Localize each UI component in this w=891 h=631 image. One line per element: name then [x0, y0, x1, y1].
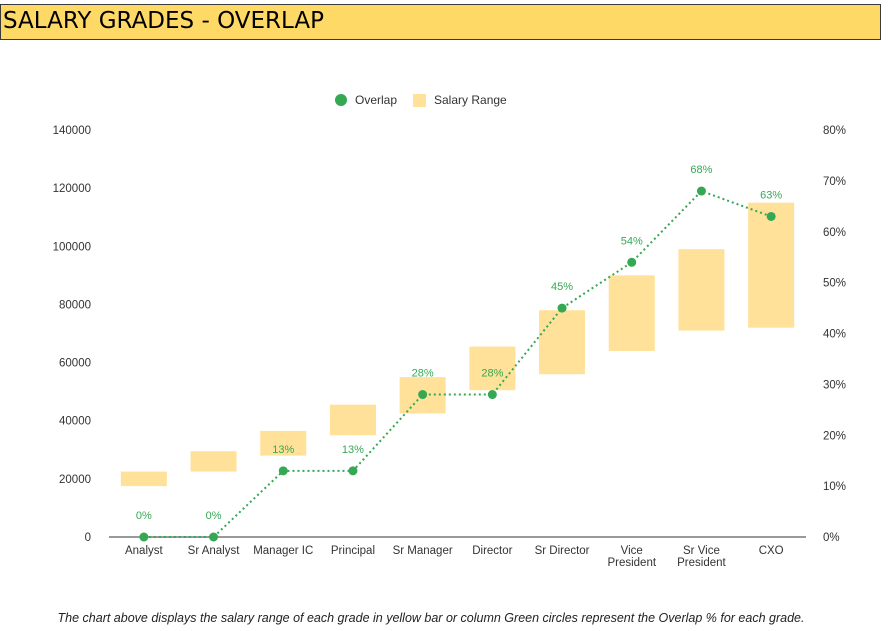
overlap-point: [209, 532, 219, 542]
right-axis-tick-label: 30%: [823, 379, 846, 391]
x-axis-labels: Analyst Sr Analyst Manager IC Principal Sr M…: [125, 545, 784, 569]
x-axis-tick-label: Sr Vice President: [677, 545, 726, 569]
left-axis-tick-label: 20000: [59, 474, 91, 486]
overlap-data-label: 63%: [760, 189, 782, 201]
right-axis-tick-label: 60%: [823, 227, 846, 239]
x-axis-tick-label: Manager IC: [253, 545, 313, 557]
overlap-line: [143, 189, 772, 538]
x-axis-tick-label: Analyst: [125, 545, 164, 557]
left-axis-tick-label: 60000: [59, 358, 91, 370]
overlap-data-label: 28%: [481, 368, 503, 380]
salary-range-bar: [260, 430, 307, 456]
overlap-data-label: 28%: [412, 368, 434, 380]
legend-overlap-label: Overlap: [355, 93, 397, 107]
overlap-data-label: 13%: [342, 444, 364, 456]
x-axis-tick-label: Sr Director: [535, 545, 590, 557]
right-axis-tick-label: 10%: [823, 481, 846, 493]
chart-caption: The chart above displays the salary rang…: [57, 611, 805, 625]
right-axis: 0% 10% 20% 30% 40% 50% 60% 70% 80%: [823, 125, 846, 544]
left-axis-tick-label: 140000: [53, 125, 91, 137]
right-axis-tick-label: 40%: [823, 329, 846, 341]
x-axis-tick-label: Vice President: [607, 545, 656, 569]
left-axis-tick-label: 80000: [59, 299, 91, 311]
x-axis-tick-label: CXO: [759, 545, 784, 557]
overlap-data-label: 0%: [136, 510, 152, 522]
overlap-data-label: 13%: [272, 444, 294, 456]
overlap-data-label: 68%: [690, 164, 712, 176]
right-axis-tick-label: 0%: [823, 532, 840, 544]
left-axis: 0 20000 40000 60000 80000 100000 120000 140000: [53, 125, 91, 544]
overlap-point: [557, 303, 567, 313]
overlap-data-labels: 0% 0% 13% 13% 28% 28% 45% 54% 68% 63%: [136, 164, 782, 522]
salary-range-bar: [608, 275, 655, 351]
overlap-point: [418, 390, 428, 400]
overlap-point: [487, 390, 497, 400]
title-bar: SALARY GRADES - OVERLAP: [0, 4, 881, 40]
left-axis-tick-label: 120000: [53, 183, 91, 195]
overlap-point: [627, 257, 637, 267]
overlap-point: [139, 532, 149, 542]
overlap-data-label: 0%: [206, 510, 222, 522]
overlap-data-label: 45%: [551, 281, 573, 293]
legend-overlap-marker: [335, 94, 347, 106]
salary-range-bar: [329, 404, 376, 436]
chart-legend: Overlap Salary Range: [335, 93, 507, 107]
right-axis-tick-label: 20%: [823, 430, 846, 442]
salary-range-bar: [190, 451, 237, 472]
overlap-data-label: 54%: [621, 235, 643, 247]
x-axis-tick-label: Sr Manager: [393, 545, 453, 557]
overlap-point: [278, 466, 288, 476]
overlap-point: [348, 466, 358, 476]
x-axis-tick-label: Director: [472, 545, 512, 557]
overlap-point: [766, 211, 776, 221]
right-axis-tick-label: 80%: [823, 125, 846, 137]
salary-range-bar: [120, 471, 167, 487]
salary-range-bar: [469, 346, 516, 391]
salary-range-bars: [120, 202, 795, 487]
right-axis-tick-label: 70%: [823, 176, 846, 188]
left-axis-tick-label: 100000: [53, 241, 91, 253]
left-axis-tick-label: 40000: [59, 416, 91, 428]
salary-range-bar: [678, 249, 725, 331]
overlap-point: [696, 186, 706, 196]
x-axis-tick-label: Sr Analyst: [188, 545, 241, 557]
x-axis-tick-label: Principal: [331, 545, 375, 557]
page-title: SALARY GRADES - OVERLAP: [3, 8, 324, 34]
legend-salary-range-marker: [413, 94, 426, 107]
overlap-series: [139, 186, 776, 542]
left-axis-tick-label: 0: [85, 532, 91, 544]
legend-salary-range-label: Salary Range: [434, 93, 507, 107]
right-axis-tick-label: 50%: [823, 278, 846, 290]
salary-range-bar: [748, 202, 795, 328]
salary-range-bar: [539, 310, 586, 375]
